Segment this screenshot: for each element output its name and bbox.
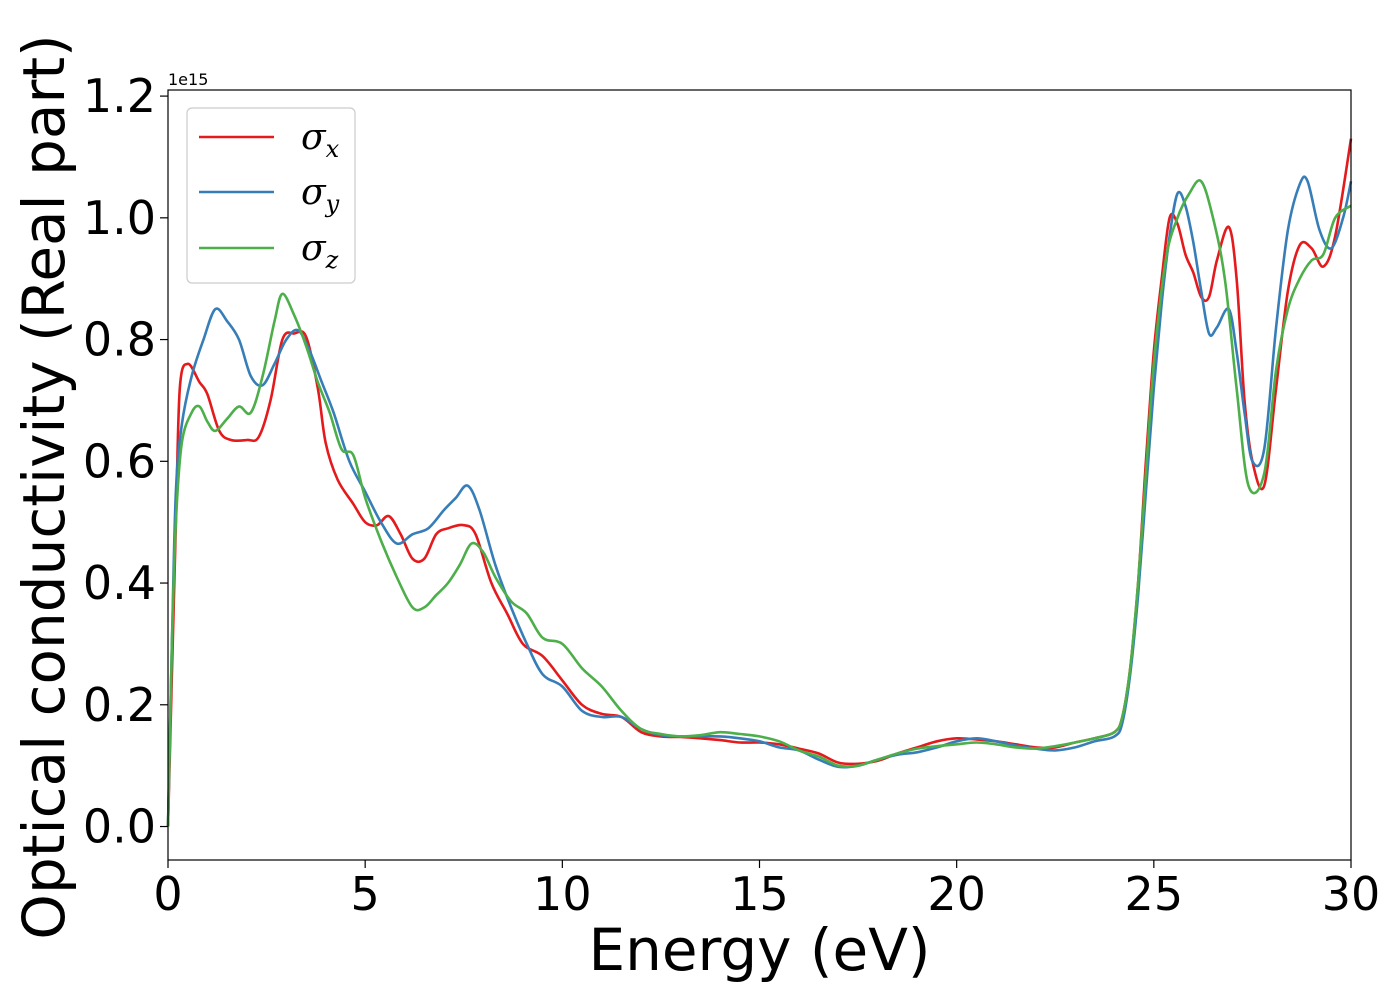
legend-box <box>186 107 356 284</box>
y-axis-label: Optical conductivity (Real part) <box>10 34 78 939</box>
x-tick-label: 15 <box>730 867 789 921</box>
x-tick-label: 5 <box>351 867 380 921</box>
y-offset-label: 1e15 <box>168 70 208 89</box>
y-tick-label: 0.8 <box>83 313 156 367</box>
x-axis: 0 5 10 15 20 25 30 <box>153 860 1380 921</box>
x-tick-label: 20 <box>927 867 986 921</box>
y-tick-label: 1.2 <box>83 69 156 123</box>
x-tick-label: 25 <box>1125 867 1184 921</box>
y-axis: 0.0 0.2 0.4 0.6 0.8 1.0 1.2 <box>83 69 168 854</box>
x-tick-label: 30 <box>1322 867 1381 921</box>
x-axis-label: Energy (eV) <box>588 916 930 984</box>
series-layer <box>166 138 1353 827</box>
y-tick-label: 0.4 <box>83 556 156 610</box>
x-tick-label: 0 <box>153 867 182 921</box>
y-tick-label: 0.6 <box>83 434 156 488</box>
y-tick-label: 1.0 <box>83 191 156 245</box>
series-line-z <box>166 179 1352 827</box>
y-tick-label: 0.0 <box>83 800 156 854</box>
y-tick-label: 0.2 <box>83 678 156 732</box>
x-tick-label: 10 <box>533 867 592 921</box>
legend-label-z: σz <box>301 228 339 274</box>
